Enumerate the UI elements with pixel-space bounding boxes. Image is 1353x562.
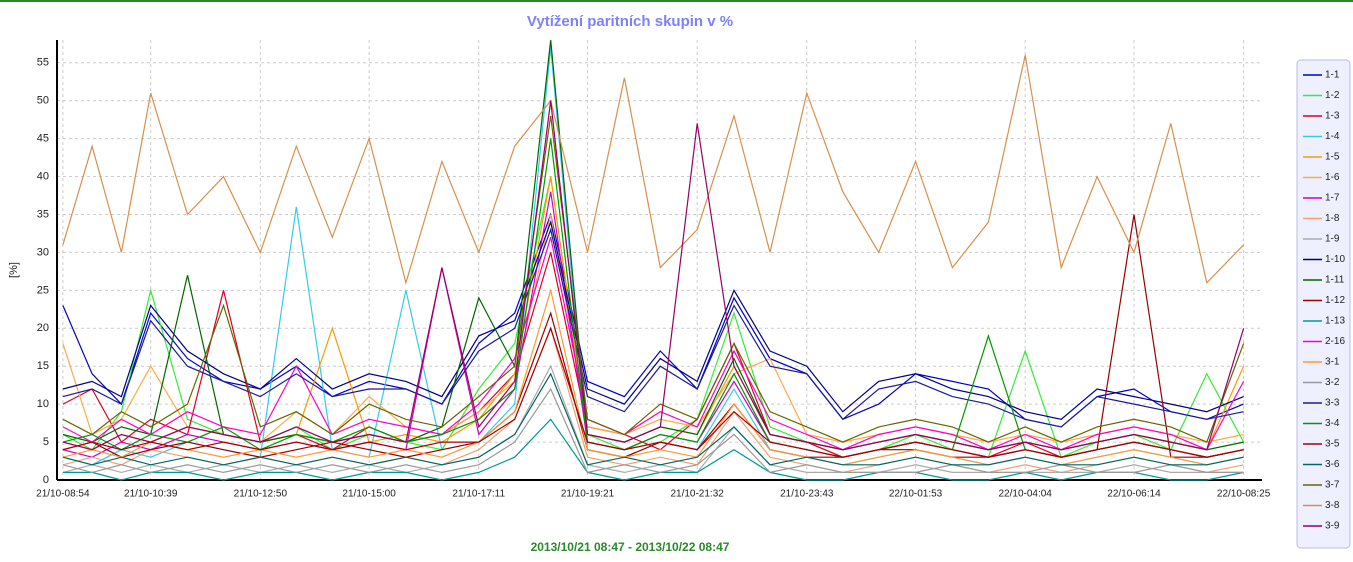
y-tick-label: 35 [37,208,49,220]
y-tick-label: 55 [37,57,49,69]
legend-label: 1-1 [1325,70,1340,81]
legend-label: 3-7 [1325,480,1340,491]
series-line [62,287,1244,466]
y-tick-label: 45 [37,133,49,145]
x-tick-label: 21/10-10:39 [124,489,178,500]
legend-box [1296,59,1351,549]
series-line [62,237,1245,451]
series-line [62,252,1244,458]
y-tick-label: 25 [37,284,49,296]
x-tick-label: 21/10-08:54 [36,489,90,500]
legend-label: 1-8 [1325,213,1340,224]
series-line [62,47,1244,466]
series-line [62,115,1245,443]
x-tick-label: 21/10-12:50 [234,489,288,500]
legend-label: 3-5 [1325,439,1340,450]
y-tick-label: 10 [37,398,49,410]
legend-label: 1-7 [1325,193,1340,204]
series-line [62,227,1244,428]
x-tick-label: 21/10-17:11 [452,489,505,500]
chart-title: Vytížení paritních skupin v % [527,13,733,30]
series-line [62,55,1245,286]
legend-label: 1-12 [1325,295,1345,306]
legend-label: 3-9 [1325,521,1340,532]
series-line [62,214,1244,458]
series-line [62,212,1244,428]
legend-label: 3-8 [1325,500,1340,511]
x-axis-label: 2013/10/21 08:47 - 2013/10/22 08:47 [531,540,730,554]
legend-label: 2-16 [1325,336,1345,347]
series-line [62,387,1244,474]
x-tick-label: 22/10-04:04 [998,489,1052,500]
legend-label: 3-4 [1325,418,1340,429]
y-tick-label: 50 [37,95,49,107]
legend-label: 1-13 [1325,316,1345,327]
x-tick-label: 21/10-15:00 [342,489,396,500]
legend-label: 1-3 [1325,111,1340,122]
series-line [62,100,1245,451]
series-line [62,418,1244,481]
y-tick-label: 20 [37,322,49,334]
series-line [62,176,1245,451]
y-tick-label: 30 [37,246,49,258]
legend-label: 1-4 [1325,131,1340,142]
legend-label: 3-3 [1325,398,1340,409]
y-tick-label: 15 [37,360,49,372]
series-line [62,219,1244,420]
legend-label: 1-11 [1325,275,1345,286]
y-tick-label: 0 [43,474,49,486]
x-tick-label: 21/10-19:21 [561,489,615,500]
x-tick-label: 22/10-01:53 [889,489,943,500]
legend-label: 3-2 [1325,377,1340,388]
legend-label: 1-2 [1325,90,1340,101]
x-tick-label: 21/10-23:43 [780,489,834,500]
legend-label: 1-9 [1325,234,1340,245]
series-line [62,326,1244,458]
y-tick-label: 40 [37,170,49,182]
legend-label: 1-10 [1325,254,1345,265]
legend-label: 1-5 [1325,152,1340,163]
legend-label: 3-1 [1325,357,1340,368]
y-tick-label: 5 [43,436,49,448]
x-tick-label: 22/10-08:25 [1217,489,1271,500]
legend-label: 1-6 [1325,172,1340,183]
legend-label: 3-6 [1325,459,1340,470]
y-axis-label: [%] [8,262,20,278]
series-line [62,372,1244,466]
x-tick-label: 22/10-06:14 [1107,489,1161,500]
x-tick-label: 21/10-21:32 [670,489,724,500]
